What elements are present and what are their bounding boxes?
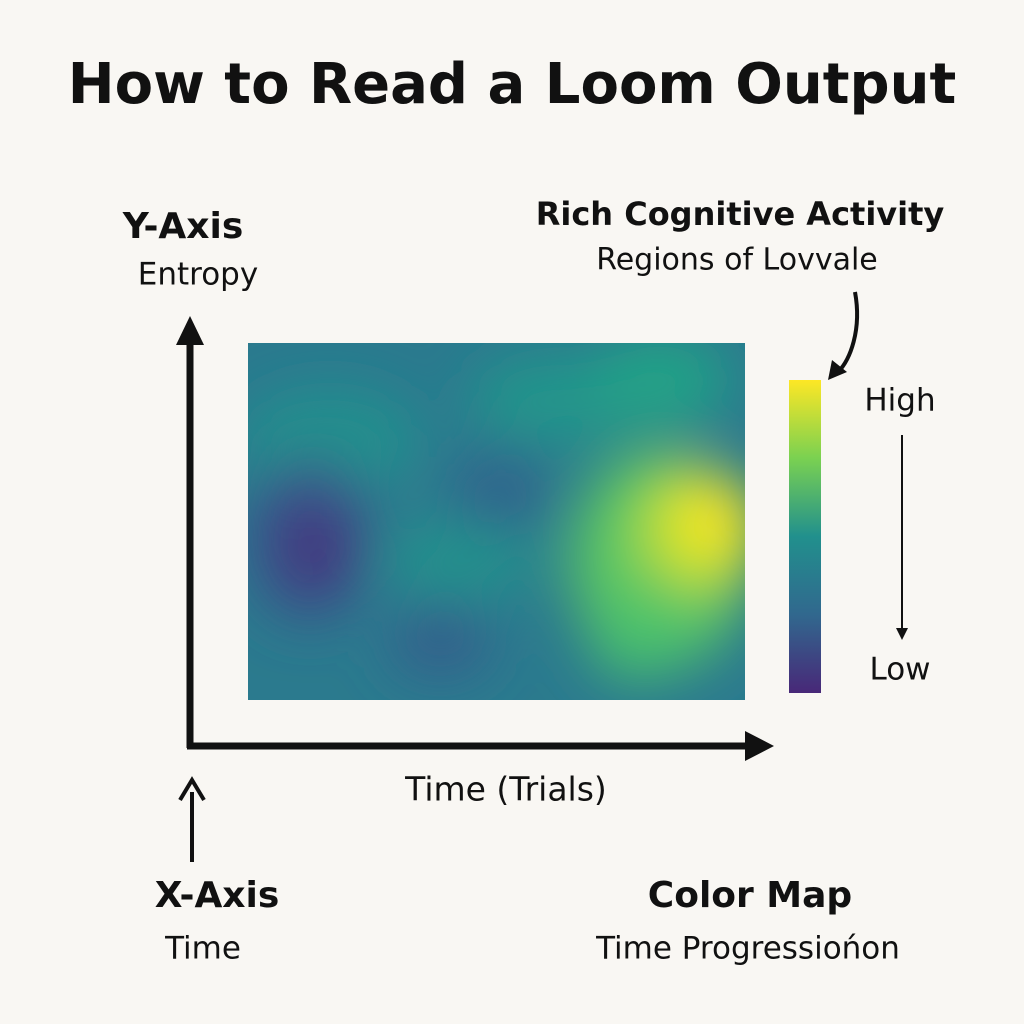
- color-map-heading: Color Map: [648, 875, 852, 916]
- callout-arrowhead: [828, 360, 847, 380]
- x-axis-arrowhead: [745, 731, 774, 761]
- colorbar-arrowhead: [896, 628, 908, 640]
- y-axis-label: Entropy: [138, 257, 258, 293]
- x-axis-heading: X-Axis: [155, 875, 280, 916]
- x-axis-label: Time: [164, 931, 241, 967]
- y-axis-arrowhead: [176, 316, 204, 345]
- colorbar-high: High: [864, 383, 935, 419]
- colorbar: [789, 380, 821, 693]
- x-axis-title: Time (Trials): [404, 770, 607, 809]
- colorbar-low: Low: [869, 652, 930, 688]
- callout-heading: Rich Cognitive Activity: [536, 195, 945, 233]
- title: How to Read a Loom Output: [68, 52, 957, 117]
- heatmap: [248, 343, 745, 700]
- callout-text: Regions of Lovvale: [596, 243, 878, 278]
- x-axis-pointer-head: [178, 776, 206, 802]
- callout-arrow: [836, 291, 860, 374]
- color-map-text: Time Progressiońon: [595, 931, 900, 967]
- y-axis-heading: Y-Axis: [122, 206, 244, 247]
